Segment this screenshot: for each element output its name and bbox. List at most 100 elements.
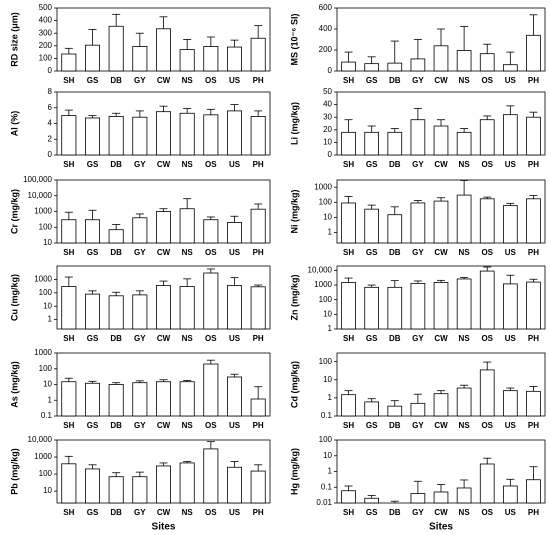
bar — [456, 487, 472, 504]
bar — [179, 286, 195, 330]
x-tick-label: CW — [434, 421, 448, 430]
y-tick-label: 0 — [328, 150, 333, 159]
bar — [502, 114, 518, 156]
x-tick-label: OS — [481, 76, 493, 85]
x-tick-label: NS — [182, 334, 194, 343]
x-tick-label: PH — [253, 76, 264, 85]
bar — [479, 463, 495, 504]
x-tick-label: DB — [110, 248, 122, 257]
x-tick-label: US — [229, 421, 241, 430]
bar — [132, 46, 148, 72]
y-axis-label: Hg (mg/kg) — [289, 448, 299, 495]
x-tick-label: NS — [459, 508, 471, 517]
y-tick-label: 1 — [328, 393, 333, 402]
bar — [132, 476, 148, 504]
x-tick-label: GY — [134, 508, 146, 517]
bar — [203, 46, 219, 72]
y-tick-label: 100 — [319, 295, 333, 304]
x-tick-label: SH — [63, 248, 74, 257]
bar — [479, 198, 495, 244]
x-tick-label: OS — [481, 334, 493, 343]
x-tick-label: DB — [110, 508, 122, 517]
x-tick-label: PH — [253, 508, 264, 517]
bar — [341, 61, 356, 72]
bar — [85, 44, 101, 72]
x-tick-label: SH — [343, 421, 354, 430]
x-tick-label: GS — [87, 421, 99, 430]
bar — [61, 286, 77, 330]
y-tick-label: 100 — [39, 288, 53, 297]
y-tick-label: 100 — [39, 469, 53, 478]
x-tick-label: GS — [87, 160, 99, 169]
bar — [502, 485, 518, 504]
bar — [410, 282, 426, 330]
x-tick-label: OS — [205, 160, 217, 169]
x-tick-label: PH — [528, 421, 539, 430]
y-tick-label: 6 — [48, 103, 53, 112]
x-tick-label: PH — [528, 248, 539, 257]
x-tick-label: GY — [134, 160, 146, 169]
x-tick-label: GY — [412, 334, 424, 343]
bar — [179, 462, 195, 504]
x-tick-label: OS — [205, 76, 217, 85]
y-tick-label: 10 — [323, 138, 332, 147]
y-tick-label: 100 — [39, 54, 53, 63]
x-tick-label: PH — [528, 508, 539, 517]
y-tick-label: 1 — [328, 228, 333, 237]
y-tick-label: 1 — [48, 315, 53, 324]
x-tick-label: CW — [157, 248, 171, 257]
x-tick-label: US — [229, 334, 241, 343]
y-tick-label: 1000 — [34, 452, 52, 461]
x-tick-label: NS — [459, 334, 471, 343]
bar — [387, 405, 403, 417]
y-tick-label: 30 — [323, 112, 332, 121]
bar — [61, 219, 77, 244]
y-tick-label: 200 — [319, 45, 333, 54]
bar — [61, 463, 77, 504]
bar — [387, 214, 403, 244]
y-tick-label: 10,000 — [308, 266, 333, 275]
x-tick-label: DB — [110, 76, 122, 85]
bar — [179, 381, 195, 417]
bar — [155, 111, 171, 156]
bar — [250, 470, 266, 504]
bar — [364, 401, 380, 417]
x-tick-label: PH — [253, 160, 264, 169]
bar — [226, 46, 242, 72]
x-tick-label: DB — [389, 334, 401, 343]
x-tick-label: NS — [182, 76, 194, 85]
y-tick-label: 10 — [323, 451, 332, 460]
x-tick-label: CW — [434, 334, 448, 343]
x-tick-label: SH — [343, 248, 354, 257]
bar — [250, 398, 266, 417]
x-tick-label: GY — [412, 508, 424, 517]
x-tick-label: OS — [205, 334, 217, 343]
x-tick-label: US — [229, 160, 241, 169]
x-tick-label: GY — [412, 421, 424, 430]
bar — [526, 479, 541, 504]
x-tick-label: DB — [389, 76, 401, 85]
bar — [226, 285, 242, 330]
bar — [410, 402, 426, 417]
bar — [433, 491, 449, 504]
x-tick-label: CW — [434, 76, 448, 85]
y-tick-label: 1 — [328, 467, 333, 476]
bar — [226, 466, 242, 504]
x-tick-label: NS — [182, 248, 194, 257]
y-tick-label: 200 — [39, 41, 53, 50]
bar — [250, 116, 266, 156]
bar — [502, 390, 518, 417]
y-tick-label: 100 — [39, 364, 53, 373]
x-tick-label: GY — [134, 248, 146, 257]
x-tick-label: DB — [389, 160, 401, 169]
bar — [433, 125, 449, 156]
x-tick-label: CW — [157, 334, 171, 343]
bar — [132, 116, 148, 156]
x-tick-label: GY — [412, 76, 424, 85]
y-axis-label: Pb (mg/kg) — [9, 448, 19, 495]
bar — [250, 286, 266, 330]
x-tick-label: OS — [205, 248, 217, 257]
x-tick-label: NS — [459, 248, 471, 257]
bar — [387, 131, 403, 156]
